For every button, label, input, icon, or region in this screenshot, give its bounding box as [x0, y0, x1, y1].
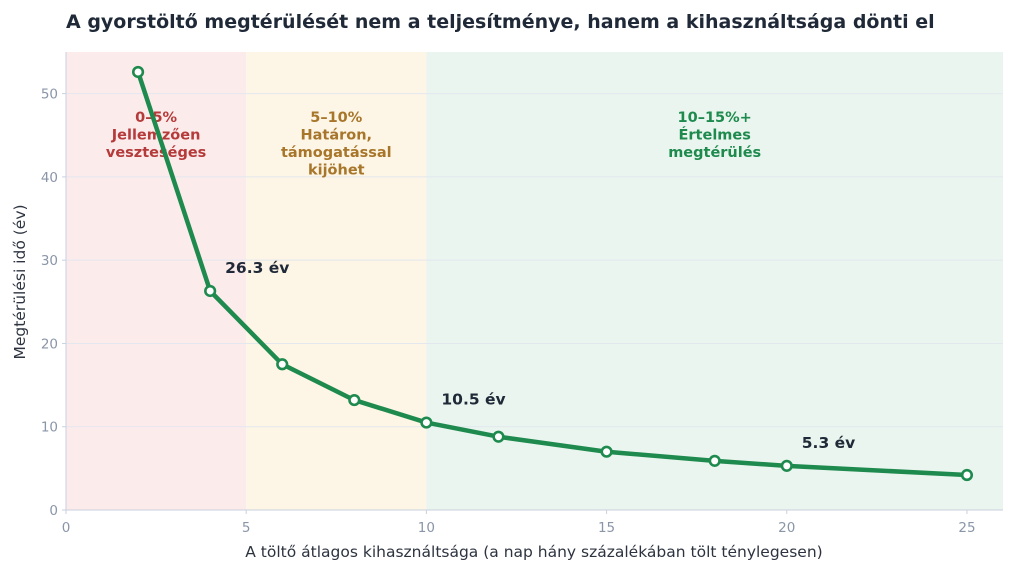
x-tick-label: 20	[778, 520, 795, 536]
x-tick-label: 10	[418, 520, 435, 536]
x-axis-title: A töltő átlagos kihasználtsága (a nap há…	[245, 543, 822, 561]
y-tick-label: 50	[41, 87, 58, 103]
data-point	[780, 459, 793, 472]
x-tick-label: 0	[62, 520, 71, 536]
y-tick-label: 30	[41, 253, 58, 269]
y-tick-label: 20	[41, 336, 58, 352]
data-point	[204, 284, 217, 298]
data-label: 26.3 év	[225, 259, 289, 277]
data-point	[600, 445, 613, 458]
data-point	[960, 468, 974, 482]
band-label-1: 0–5% Jellemzően veszteséges	[106, 110, 206, 161]
data-label: 5.3 év	[802, 434, 855, 452]
data-point	[708, 454, 721, 467]
data-point	[131, 65, 145, 79]
y-tick-label: 0	[49, 503, 58, 519]
data-point	[348, 393, 361, 407]
y-tick-label: 40	[41, 170, 58, 186]
data-point	[420, 416, 433, 429]
band-label-2: 5–10% Határon, támogatással kijöhet	[281, 110, 392, 179]
y-axis-title: Megtérülési idő (év)	[11, 204, 29, 359]
x-tick-label: 25	[958, 520, 975, 536]
x-tick-label: 5	[242, 520, 251, 536]
data-point	[276, 358, 289, 371]
data-point	[492, 430, 505, 443]
y-tick-label: 10	[41, 420, 58, 436]
x-tick-label: 15	[598, 520, 615, 536]
band-3	[426, 52, 1003, 510]
data-label: 10.5 év	[441, 391, 505, 409]
band-2	[246, 52, 427, 510]
series-line	[135, 69, 970, 478]
chart-title: A gyorstöltő megtérülését nem a teljesít…	[66, 11, 935, 33]
band-label-3: 10–15%+ Értelmes megtérülés	[668, 110, 761, 161]
